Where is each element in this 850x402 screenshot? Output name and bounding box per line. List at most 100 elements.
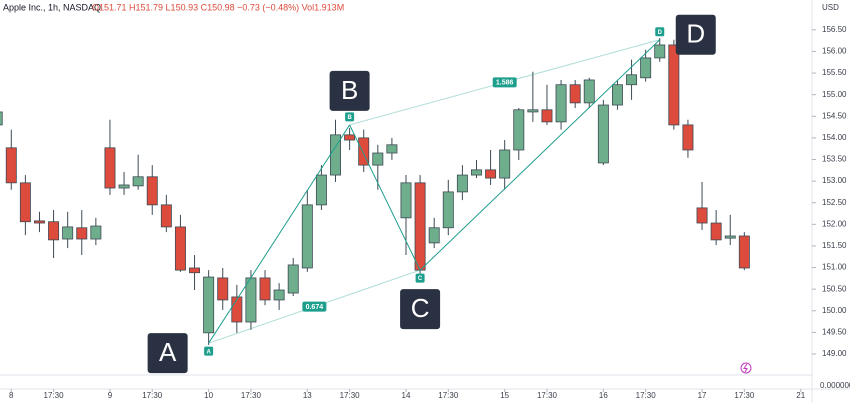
candle-body bbox=[33, 220, 45, 224]
candle-body bbox=[104, 147, 116, 189]
candle-body bbox=[189, 267, 201, 274]
y-tick-label: 156.50 bbox=[822, 25, 847, 34]
pattern-point-label: C bbox=[418, 276, 423, 282]
candle-body bbox=[231, 296, 243, 323]
candle-body bbox=[76, 227, 88, 240]
candle-body bbox=[513, 109, 525, 151]
event-icon[interactable] bbox=[740, 362, 752, 374]
candle-body bbox=[301, 204, 313, 269]
candle-body bbox=[456, 174, 468, 193]
big-label: A bbox=[159, 337, 177, 367]
candle-body bbox=[597, 104, 609, 164]
y-tick-label: 151.50 bbox=[822, 241, 847, 250]
candle-body bbox=[0, 111, 3, 126]
candle-body bbox=[118, 184, 130, 189]
candle-body bbox=[626, 74, 638, 86]
currency-label: USD bbox=[822, 3, 839, 12]
candle-body bbox=[273, 289, 285, 301]
x-tick-label: 17 bbox=[698, 391, 707, 400]
candle-body bbox=[19, 182, 31, 223]
big-label: D bbox=[686, 19, 705, 49]
candle-body bbox=[738, 235, 750, 269]
candle-body bbox=[471, 169, 482, 176]
candle-body bbox=[640, 57, 652, 79]
candle-body bbox=[386, 144, 398, 154]
x-tick-label: 14 bbox=[402, 391, 411, 400]
candle-body bbox=[442, 191, 454, 229]
y-tick-label: 151.00 bbox=[822, 263, 847, 272]
x-tick-label: 17:30 bbox=[438, 391, 459, 400]
x-tick-label: 10 bbox=[204, 391, 213, 400]
candle-body bbox=[287, 264, 299, 294]
y-tick-label: 150.50 bbox=[822, 284, 847, 293]
x-tick-label: 17:30 bbox=[241, 391, 262, 400]
candle-body bbox=[414, 182, 426, 271]
candle-body bbox=[174, 226, 186, 271]
y-tick-label: 154.00 bbox=[822, 133, 847, 142]
pattern-point bbox=[204, 346, 214, 356]
candle-body bbox=[527, 109, 539, 113]
pattern-leg bbox=[419, 39, 661, 271]
y-tick-label: 155.50 bbox=[822, 68, 847, 77]
y-tick-label: 153.00 bbox=[822, 176, 847, 185]
y-tick-label: 149.00 bbox=[822, 349, 847, 358]
candle-body bbox=[160, 204, 172, 228]
x-tick-label: 17:30 bbox=[734, 391, 755, 400]
candle-body bbox=[583, 79, 595, 104]
candle-body bbox=[555, 84, 567, 123]
candle-body bbox=[203, 276, 215, 334]
pattern-point bbox=[345, 112, 355, 122]
pattern-leg bbox=[208, 124, 351, 344]
candles bbox=[0, 38, 750, 345]
x-tick-label: 17:30 bbox=[142, 391, 163, 400]
candle-body bbox=[62, 226, 74, 240]
y-tick-label: 149.50 bbox=[822, 327, 847, 336]
big-label-box bbox=[400, 289, 441, 330]
candle-body bbox=[428, 227, 440, 244]
candle-body bbox=[400, 182, 412, 219]
pattern-point bbox=[415, 273, 425, 283]
x-tick-label: 13 bbox=[303, 391, 312, 400]
candle-body bbox=[611, 84, 623, 106]
big-label-box bbox=[147, 333, 188, 374]
candle-body bbox=[485, 169, 497, 179]
candle-body bbox=[48, 221, 60, 241]
symbol-title: Apple Inc., 1h, NASDAQ bbox=[3, 2, 101, 12]
y-tick-label: 152.50 bbox=[822, 198, 847, 207]
candle-body bbox=[499, 149, 511, 179]
x-tick-label: 17:30 bbox=[44, 391, 65, 400]
big-label: C bbox=[411, 293, 430, 323]
big-label-box bbox=[675, 14, 716, 55]
pattern-point-label: B bbox=[347, 115, 352, 121]
y-tick-label: 150.00 bbox=[822, 306, 847, 315]
x-tick-label: 21 bbox=[796, 391, 805, 400]
x-tick-label: 17:30 bbox=[537, 391, 558, 400]
candle-body bbox=[569, 84, 581, 104]
x-tick-label: 17:30 bbox=[636, 391, 657, 400]
candle-body bbox=[358, 137, 370, 166]
pattern-point-label: D bbox=[658, 30, 663, 36]
ratio-label: 1.586 bbox=[496, 80, 514, 87]
big-label-box bbox=[329, 70, 370, 111]
candle-body bbox=[146, 176, 158, 206]
candle-body bbox=[682, 124, 694, 151]
candle-body bbox=[668, 44, 680, 126]
y-tick-label: 153.50 bbox=[822, 155, 847, 164]
candle-body bbox=[259, 277, 271, 301]
ohlc-legend: O151.71 H151.79 L150.93 C150.98 −0.73 (−… bbox=[92, 2, 344, 12]
big-label: B bbox=[341, 75, 358, 105]
pattern-point-label: A bbox=[206, 349, 211, 355]
candle-body bbox=[654, 44, 666, 59]
ratio-label: 0.674 bbox=[306, 304, 324, 311]
candle-body bbox=[696, 207, 708, 224]
pattern-point bbox=[655, 27, 665, 37]
ratio-badge bbox=[302, 301, 327, 312]
candle-body bbox=[132, 176, 144, 187]
y-tick-label: 154.50 bbox=[822, 111, 847, 120]
candle-body bbox=[5, 147, 17, 184]
candle-body bbox=[724, 235, 736, 239]
candle-body bbox=[372, 152, 384, 166]
candle-body bbox=[245, 277, 257, 323]
candle-body bbox=[315, 174, 327, 206]
